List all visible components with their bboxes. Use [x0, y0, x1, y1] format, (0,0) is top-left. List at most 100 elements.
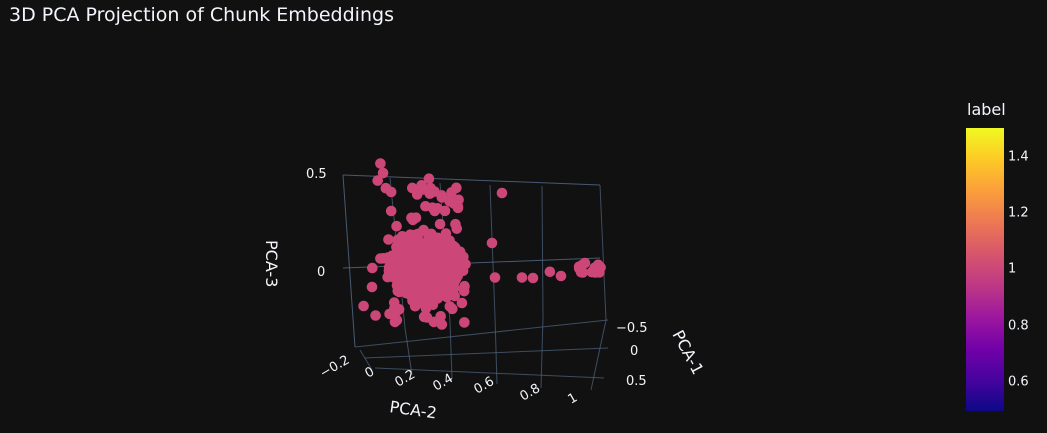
cluster-lower-point-15 — [449, 290, 460, 302]
cluster-lower-point-32 — [431, 283, 442, 295]
cluster-lower-point-23 — [436, 319, 448, 330]
grid-line-left-edge — [342, 174, 356, 348]
grid-line-floor-y-5 — [590, 319, 607, 391]
cluster-point-315 — [426, 269, 438, 281]
cluster-lower-point-20 — [392, 285, 404, 297]
cluster-lower-point-33 — [390, 307, 401, 318]
data-point-13 — [358, 300, 369, 312]
grid-line-back-4 — [599, 184, 607, 321]
cluster-upper-point-25 — [410, 212, 422, 223]
colorbar-title: label — [967, 100, 1006, 119]
cluster-lower-point-38 — [459, 280, 470, 292]
pca-2-tick-0: 0 — [363, 364, 378, 381]
scene-grid — [342, 174, 609, 391]
cluster-point-317 — [451, 255, 462, 266]
pca-1-tick-0: 0 — [630, 344, 638, 359]
pca-3-axis: 0.5 0 PCA-3 — [262, 167, 327, 287]
grid-line-floor-x-2 — [374, 367, 605, 379]
data-points — [358, 158, 606, 330]
cluster-point-319 — [406, 252, 417, 263]
pca-1-axis-title: PCA-1 — [668, 327, 707, 378]
pca-2-tick-0.2: 0.2 — [393, 367, 418, 390]
cluster-upper-point-13 — [406, 182, 418, 194]
cluster-point-316 — [449, 242, 461, 253]
data-point-0 — [375, 158, 386, 169]
cluster-upper-point-27 — [432, 203, 443, 214]
grid-line-back-3 — [541, 185, 544, 318]
cluster-upper-point-26 — [450, 218, 461, 230]
data-point-8 — [391, 220, 402, 232]
grid-line-floor-x-0 — [354, 319, 609, 348]
cluster-point-308 — [405, 237, 417, 249]
grid-line-floor-y-3 — [494, 316, 498, 385]
data-point-9 — [383, 234, 394, 245]
cluster-point-313 — [437, 270, 448, 282]
data-point-4 — [385, 186, 397, 198]
data-point-2 — [372, 175, 384, 186]
data-point-11 — [367, 262, 378, 274]
mid-outlier-point-1 — [496, 187, 508, 199]
cluster-lower-point-4 — [441, 291, 453, 303]
pca-1-axis: −0.5 0 0.5 PCA-1 — [616, 321, 707, 389]
cluster-point-300 — [439, 233, 450, 244]
cluster-upper-point-23 — [434, 218, 446, 230]
mid-outlier-point-0 — [486, 237, 498, 249]
cluster-lower-point-12 — [456, 297, 468, 309]
cluster-lower-point-30 — [428, 316, 440, 328]
cluster-lower-point-21 — [405, 288, 417, 300]
grid-line-floor-y-4 — [540, 316, 544, 389]
cluster-lower-point-35 — [418, 311, 430, 323]
cluster-lower-point-39 — [444, 301, 456, 312]
pca-3-axis-title: PCA-3 — [262, 240, 281, 287]
far-cluster-point-14 — [593, 260, 604, 272]
cluster-lower-point-19 — [431, 293, 442, 304]
far-cluster-point-15 — [575, 266, 587, 278]
grid-line-floor-x-1 — [364, 347, 609, 359]
cluster-lower-point-37 — [410, 280, 422, 292]
pca-3-tick-0: 0 — [317, 265, 325, 280]
grid-line-back-2 — [489, 184, 496, 318]
cluster-upper-point-18 — [446, 187, 457, 198]
data-point-7 — [385, 205, 397, 217]
far-outlier-point-0 — [527, 272, 539, 284]
cluster-point-265 — [425, 232, 437, 244]
cluster-point-154 — [394, 250, 406, 262]
pca-2-tick-0.8: 0.8 — [518, 381, 543, 404]
data-point-14 — [370, 310, 381, 321]
grid-line-floor-y-0 — [359, 349, 373, 371]
cluster-upper-point-24 — [448, 198, 460, 209]
colorbar-tick-1.2: 1.2 — [1008, 205, 1029, 221]
far-outlier-point-1 — [555, 270, 567, 282]
cluster-lower-point-36 — [413, 297, 424, 309]
data-point-1 — [377, 167, 389, 179]
data-point-17 — [544, 266, 556, 278]
chart-title: 3D PCA Projection of Chunk Embeddings — [9, 4, 394, 26]
cluster-point-287 — [452, 270, 463, 282]
cluster-point-312 — [393, 261, 405, 273]
colorbar-tick-1.4: 1.4 — [1008, 149, 1029, 165]
pca-1-tick-0.5: 0.5 — [626, 374, 647, 389]
grid-line-floor-y-1 — [404, 327, 413, 376]
cluster-lower-point-2 — [459, 317, 470, 328]
pca-3-tick-0.5: 0.5 — [306, 167, 327, 182]
cluster-upper-point-6 — [436, 190, 447, 201]
colorbar — [966, 128, 1004, 411]
cluster-point-269 — [385, 251, 396, 263]
cluster-point-306 — [389, 272, 401, 284]
colorbar-tick-1: 1 — [1008, 261, 1017, 277]
data-point-15 — [489, 272, 501, 283]
cluster-upper-point-21 — [425, 182, 436, 194]
colorbar-tick-0.8: 0.8 — [1008, 318, 1029, 334]
pca-2-tick-0.6: 0.6 — [472, 374, 497, 397]
cluster-lower-point-22 — [389, 316, 401, 328]
pca-2-tick-1: 1 — [566, 390, 581, 407]
cluster-point-280 — [391, 241, 402, 253]
data-point-16 — [516, 272, 528, 283]
grid-line-floor-y-2 — [449, 321, 453, 380]
pca-1-tick--0.5: −0.5 — [616, 321, 648, 336]
colorbar-tick-0.6: 0.6 — [1008, 374, 1029, 390]
pca-2-tick--0.2: −0.2 — [318, 353, 353, 382]
data-point-5 — [423, 173, 435, 184]
data-point-12 — [366, 281, 378, 293]
